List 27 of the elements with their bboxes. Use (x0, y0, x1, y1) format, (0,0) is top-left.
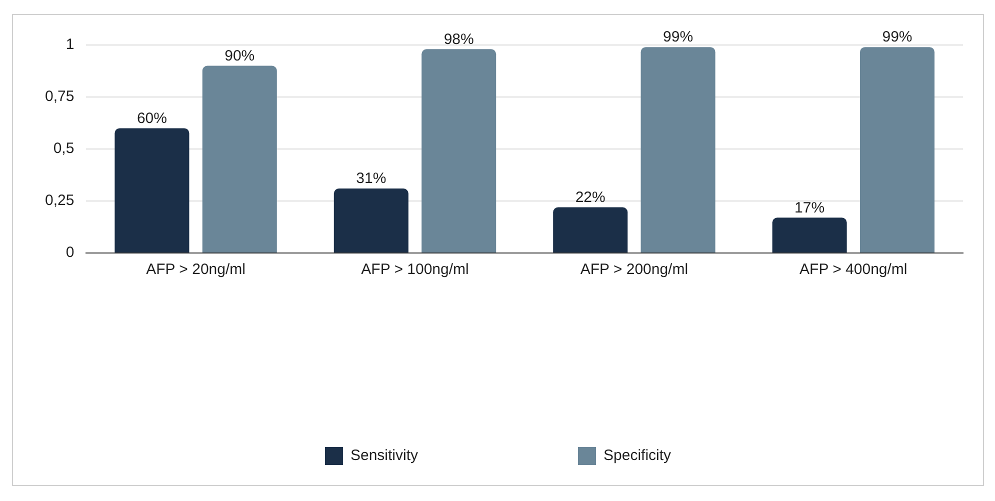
data-label: 31% (356, 170, 386, 188)
data-label: 98% (444, 30, 474, 48)
x-tick-label: AFP > 400ng/ml (800, 261, 908, 278)
data-label: 90% (224, 47, 255, 64)
bar (422, 49, 496, 252)
legend-label: Specificity (604, 447, 672, 464)
bar (860, 47, 935, 252)
legend-label: Sensitivity (350, 447, 418, 464)
data-label: 22% (575, 188, 606, 206)
y-tick-label: 0,25 (44, 192, 74, 210)
bar (202, 66, 277, 252)
bar (553, 207, 628, 252)
x-tick-label: AFP > 100ng/ml (361, 261, 469, 278)
y-tick-label: 0,5 (53, 140, 74, 158)
bar (114, 128, 190, 252)
x-tick-label: AFP > 20ng/ml (146, 261, 246, 278)
y-tick-label: 1 (66, 36, 74, 54)
x-tick-label: AFP > 200ng/ml (580, 261, 688, 278)
bar (772, 218, 847, 252)
y-tick-label: 0,75 (44, 88, 74, 106)
bar (334, 188, 408, 252)
data-label: 17% (794, 199, 825, 216)
data-label: 99% (663, 28, 694, 46)
y-tick-label: 0 (66, 244, 74, 262)
data-label: 99% (882, 28, 912, 46)
bar (640, 47, 716, 252)
data-label: 60% (136, 110, 167, 127)
